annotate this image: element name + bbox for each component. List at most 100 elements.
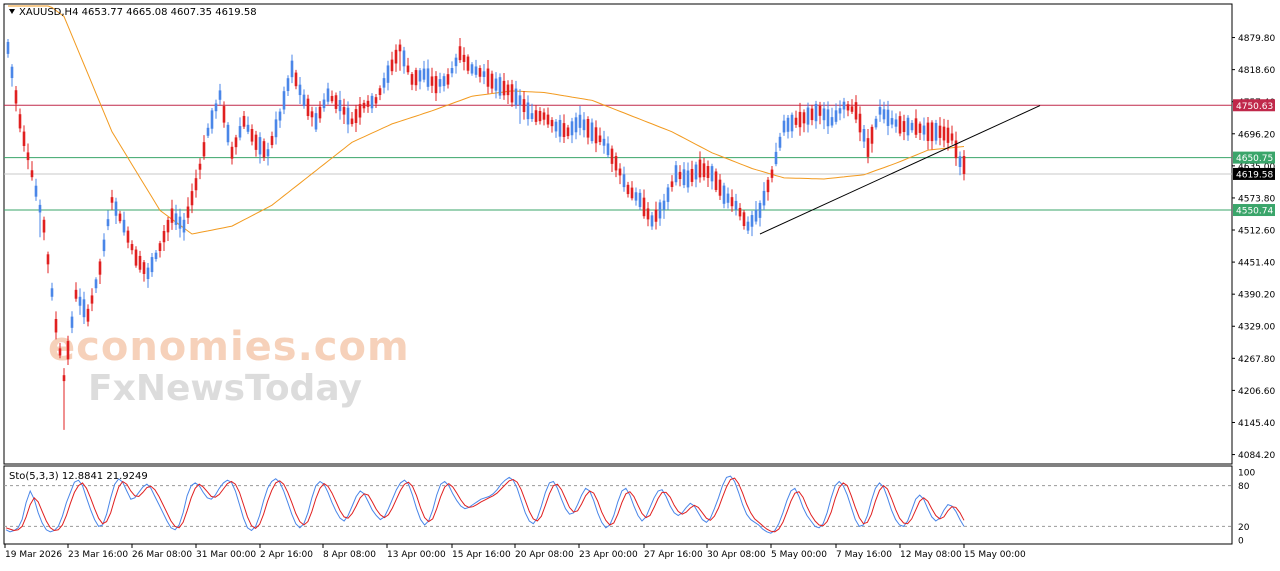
candle-body	[534, 110, 538, 122]
candle	[510, 79, 514, 107]
candle-body	[530, 113, 534, 119]
candle-body	[946, 127, 950, 143]
candle	[298, 77, 302, 104]
candle	[862, 125, 866, 149]
candle	[246, 116, 250, 135]
candle	[598, 127, 602, 146]
candle-body	[178, 216, 182, 229]
watermark: economies.com FxNewsToday	[48, 324, 409, 409]
candle	[406, 57, 410, 75]
candle-body	[942, 126, 946, 141]
candle	[742, 210, 746, 230]
candle	[730, 189, 734, 212]
candle-body	[158, 243, 162, 251]
candle	[358, 97, 362, 125]
candle	[786, 115, 790, 139]
candle-body	[618, 168, 622, 176]
candle-body	[466, 56, 470, 71]
candles-layer	[6, 37, 966, 430]
candle-body	[438, 79, 442, 87]
candle-body	[398, 44, 402, 52]
candle	[926, 116, 930, 150]
candle	[326, 82, 330, 105]
candle-body	[778, 136, 782, 148]
candle-body	[370, 95, 374, 109]
candle	[130, 240, 134, 255]
candle-body	[838, 108, 842, 114]
candle	[878, 99, 882, 122]
candle-body	[658, 202, 662, 219]
candle	[150, 253, 154, 277]
candle-body	[218, 90, 222, 100]
candle-body	[282, 91, 286, 110]
candle-body	[590, 122, 594, 142]
candle	[54, 311, 58, 340]
candle	[554, 119, 558, 138]
candle-body	[662, 200, 666, 210]
candle	[374, 93, 378, 109]
candle	[774, 142, 778, 167]
trendline-layer[interactable]	[759, 105, 1041, 235]
candle	[522, 91, 526, 120]
candle	[710, 163, 714, 190]
candle	[426, 59, 430, 91]
ascending-trendline[interactable]	[759, 105, 1041, 235]
level-price-tag	[1233, 204, 1275, 217]
candle	[490, 70, 494, 94]
y-tick-label: 4329.00	[1238, 323, 1275, 333]
candle	[766, 176, 770, 201]
candle	[566, 124, 570, 140]
candle	[754, 200, 758, 225]
watermark-fxnewstoday: FxNewsToday	[88, 368, 362, 409]
candle	[446, 68, 450, 89]
candle-body	[110, 197, 114, 203]
candle-body	[314, 113, 318, 130]
candle	[938, 117, 942, 146]
candle	[462, 47, 466, 71]
candle	[78, 288, 82, 315]
candle-body	[810, 108, 814, 121]
triangle-down-icon[interactable]	[9, 9, 15, 14]
price-pane[interactable]	[3, 3, 1233, 465]
candle-body	[274, 119, 278, 138]
candle-body	[726, 193, 730, 203]
candle-body	[554, 121, 558, 132]
candle-body	[454, 57, 458, 67]
stochastic-title: Sto(5,3,3) 12.8841 21.9249	[9, 471, 148, 482]
candle-body	[26, 152, 30, 161]
candle-body	[582, 119, 586, 131]
candle	[146, 263, 150, 288]
candle	[174, 204, 178, 231]
candle-body	[10, 66, 14, 79]
stochastic-y-tick-label: 20	[1238, 523, 1250, 533]
candle	[486, 59, 490, 94]
candle	[534, 105, 538, 126]
candle	[962, 150, 966, 181]
candle	[606, 136, 610, 158]
candle	[918, 121, 922, 141]
candle	[30, 161, 34, 181]
candle	[642, 189, 646, 219]
candle	[390, 51, 394, 76]
current-price-label: 4619.58	[1236, 170, 1273, 180]
stochastic-pane[interactable]	[3, 465, 1233, 545]
candle-body	[902, 121, 906, 133]
candle-body	[762, 190, 766, 206]
candle	[914, 109, 918, 138]
candle	[526, 95, 530, 126]
candle-body	[34, 185, 38, 197]
candle	[830, 107, 834, 128]
candle	[958, 151, 962, 176]
candle-body	[106, 219, 110, 227]
candle	[398, 39, 402, 71]
y-tick-label: 4512.60	[1238, 227, 1275, 237]
candle	[250, 124, 254, 146]
x-tick-label: 15 May 00:00	[964, 550, 1026, 560]
candle-body	[930, 122, 934, 142]
candle-body	[458, 46, 462, 61]
candle	[306, 94, 310, 120]
candle-body	[922, 125, 926, 135]
candle-body	[526, 102, 530, 120]
